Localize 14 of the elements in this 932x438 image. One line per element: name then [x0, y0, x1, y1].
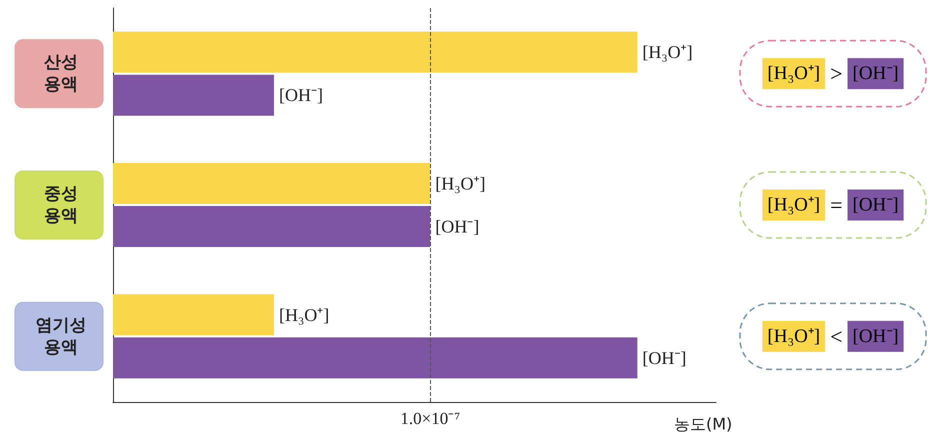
y-tick-label: 중성 용액: [44, 184, 78, 226]
text: [H₃O⁺]: [278, 304, 330, 325]
ref-line-label: 1.0×10⁻⁷: [400, 409, 460, 428]
y-tick-label: 산성 용액: [44, 52, 78, 95]
series-label: [H₃O⁺]: [642, 42, 693, 62]
text: [H₃O⁺]: [435, 173, 486, 194]
text: [OH⁻]: [642, 348, 686, 368]
y-tick-label: 염기성 용액: [36, 315, 86, 358]
x-axis-title: 농도(M): [674, 414, 732, 434]
series-label: [OH⁻]: [278, 85, 323, 106]
text: [H₃O⁺] < [OH⁻]: [767, 324, 899, 349]
text: [H₃O⁺] = [OH⁻]: [767, 192, 899, 218]
text: [OH⁻]: [435, 216, 480, 237]
text: [H₃O⁺] > [OH⁻]: [767, 61, 899, 86]
